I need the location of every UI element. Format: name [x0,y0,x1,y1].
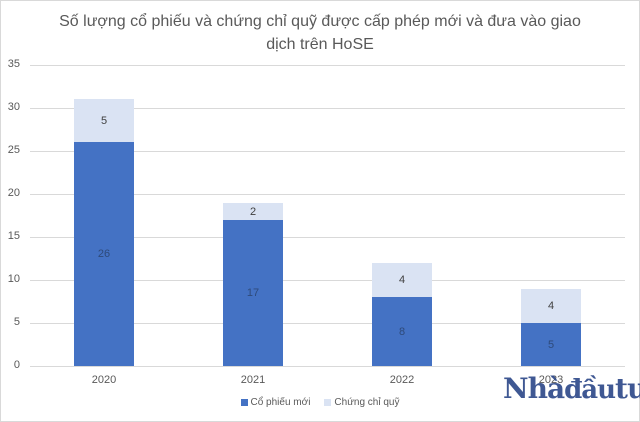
legend-label-stock: Cổ phiếu mới [250,397,311,408]
gridline [30,151,625,152]
y-tick-label: 15 [7,230,20,242]
gridline [30,323,625,324]
y-tick-label: 30 [7,101,20,113]
x-tick-label: 2023 [538,374,564,386]
legend-item-fund[interactable]: Chứng chỉ quỹ [324,397,400,408]
y-tick-label: 20 [7,187,20,199]
bar-segment-fund[interactable]: 4 [372,263,432,297]
watermark-logo: Nhàđầutư [503,372,640,405]
chart-title-line-1: Số lượng cổ phiếu và chứng chỉ quỹ được … [59,13,581,30]
bar-segment-stock[interactable]: 8 [372,297,432,366]
legend-swatch-fund-icon [324,399,332,406]
gridline [30,108,625,109]
bar-segment-fund[interactable]: 2 [223,203,283,220]
y-tick-label: 5 [13,316,20,328]
y-tick-label: 25 [7,144,20,156]
bar-segment-fund[interactable]: 4 [521,289,581,323]
gridline [30,194,625,195]
chart-title: Số lượng cổ phiếu và chứng chỉ quỹ được … [0,10,640,56]
x-tick-label: 2022 [389,374,415,386]
chart-title-line-2: dịch trên HoSE [266,36,374,53]
bar-segment-stock[interactable]: 5 [521,323,581,366]
y-tick-label: 0 [13,359,20,371]
bar-segment-fund[interactable]: 5 [74,99,134,142]
bar-segment-stock[interactable]: 17 [223,220,283,366]
gridline [30,280,625,281]
y-tick-label: 35 [7,58,20,70]
legend-label-fund: Chứng chỉ quỹ [334,397,400,408]
legend: Cổ phiếu mới Chứng chỉ quỹ [0,397,640,408]
x-tick-label: 2020 [91,374,117,386]
legend-swatch-stock-icon [240,399,248,406]
bar-segment-stock[interactable]: 26 [74,142,134,366]
gridline [30,366,625,367]
y-tick-label: 10 [7,273,20,285]
legend-item-stock[interactable]: Cổ phiếu mới [240,397,311,408]
gridline [30,237,625,238]
gridline [30,65,625,66]
x-tick-label: 2021 [240,374,266,386]
